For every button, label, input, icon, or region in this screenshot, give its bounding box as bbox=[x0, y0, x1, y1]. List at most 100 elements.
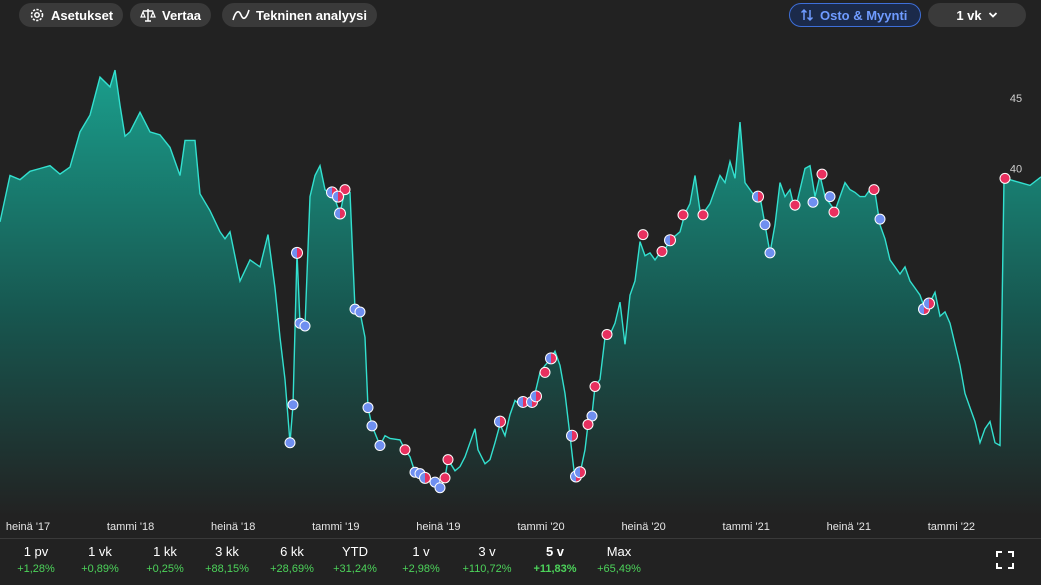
sell-marker[interactable] bbox=[339, 184, 351, 196]
sell-marker[interactable] bbox=[442, 454, 454, 466]
buy-marker[interactable] bbox=[354, 306, 366, 318]
buy-sell-marker[interactable] bbox=[332, 190, 344, 203]
buy-marker[interactable] bbox=[284, 437, 296, 449]
buy-marker[interactable] bbox=[824, 191, 836, 203]
buy-marker[interactable] bbox=[434, 482, 446, 494]
buy-sell-marker[interactable] bbox=[545, 352, 557, 365]
buy-marker[interactable] bbox=[764, 247, 776, 259]
period-option[interactable]: Max +65,49% bbox=[589, 544, 649, 578]
sell-marker[interactable] bbox=[999, 172, 1011, 184]
period-option[interactable]: YTD +31,24% bbox=[325, 544, 385, 578]
period-change: +11,83% bbox=[533, 563, 577, 575]
buy-sell-marker[interactable] bbox=[334, 207, 346, 220]
technical-analysis-label: Tekninen analyysi bbox=[256, 7, 368, 23]
sell-marker[interactable] bbox=[697, 209, 709, 221]
sell-marker[interactable] bbox=[677, 209, 689, 221]
trade-markers bbox=[284, 168, 1011, 494]
period-selector: 1 pv +1,28% 1 vk +0,89% 1 kk +0,25% 3 kk +88,15… bbox=[0, 540, 1041, 585]
buy-sell-marker[interactable] bbox=[923, 297, 935, 310]
period-label: 3 kk bbox=[215, 544, 239, 559]
buy-sell-marker[interactable] bbox=[530, 390, 542, 403]
x-tick-label: heinä '18 bbox=[211, 521, 255, 533]
buy-marker[interactable] bbox=[874, 213, 886, 225]
sell-marker[interactable] bbox=[582, 418, 594, 430]
buy-sell-marker[interactable] bbox=[517, 395, 529, 408]
period-option[interactable]: 6 kk +28,69% bbox=[262, 544, 322, 578]
buy-marker[interactable] bbox=[362, 402, 374, 414]
buy-sell-marker[interactable] bbox=[752, 190, 764, 203]
y-tick-label: 45 bbox=[1010, 93, 1022, 105]
period-label: YTD bbox=[342, 544, 368, 559]
chart-toolbar: Asetukset Vertaa Tekninen analyysi Osto … bbox=[0, 0, 1041, 32]
period-change: +28,69% bbox=[270, 563, 314, 575]
period-option[interactable]: 1 vk +0,89% bbox=[70, 544, 130, 578]
buy-sell-marker[interactable] bbox=[291, 246, 303, 259]
buy-sell-marker[interactable] bbox=[918, 303, 930, 316]
gear-icon bbox=[30, 8, 44, 22]
buy-marker[interactable] bbox=[759, 219, 771, 231]
sell-marker[interactable] bbox=[439, 472, 451, 484]
sell-marker[interactable] bbox=[789, 199, 801, 211]
period-label: 1 kk bbox=[153, 544, 177, 559]
period-change: +88,15% bbox=[205, 563, 249, 575]
buy-sell-button[interactable]: Osto & Myynti bbox=[789, 3, 921, 27]
compare-label: Vertaa bbox=[162, 7, 202, 23]
period-option[interactable]: 1 pv +1,28% bbox=[6, 544, 66, 578]
sell-marker[interactable] bbox=[601, 328, 613, 340]
period-change: +0,89% bbox=[81, 563, 119, 575]
settings-label: Asetukset bbox=[51, 7, 114, 23]
trend-line-icon bbox=[232, 9, 250, 21]
sell-marker[interactable] bbox=[816, 168, 828, 180]
x-tick-label: tammi '18 bbox=[107, 521, 154, 533]
x-tick-label: tammi '22 bbox=[928, 521, 975, 533]
buy-sell-marker[interactable] bbox=[664, 234, 676, 247]
period-label: 1 pv bbox=[23, 544, 49, 559]
period-option[interactable]: 1 v +2,98% bbox=[391, 544, 451, 578]
settings-button[interactable]: Asetukset bbox=[19, 3, 124, 27]
period-change: +31,24% bbox=[333, 563, 377, 575]
range-select[interactable]: 1 vk bbox=[928, 3, 1026, 27]
period-option[interactable]: 1 kk +0,25% bbox=[135, 544, 195, 578]
buy-sell-marker[interactable] bbox=[419, 471, 431, 484]
sell-marker[interactable] bbox=[828, 206, 840, 218]
sell-marker[interactable] bbox=[656, 245, 668, 257]
period-label: 3 v bbox=[478, 544, 496, 559]
up-down-arrows-icon bbox=[800, 8, 814, 22]
sell-marker[interactable] bbox=[868, 184, 880, 196]
period-label: 1 vk bbox=[88, 544, 112, 559]
period-change: +1,28% bbox=[17, 563, 55, 575]
x-axis: heinä '17 tammi '18 heinä '18 tammi '19 hein… bbox=[6, 521, 975, 533]
buy-marker[interactable] bbox=[374, 440, 386, 452]
x-tick-label: heinä '19 bbox=[416, 521, 460, 533]
period-label: 5 v bbox=[545, 544, 565, 559]
buy-marker[interactable] bbox=[287, 399, 299, 411]
buy-sell-marker[interactable] bbox=[566, 429, 578, 442]
sell-marker[interactable] bbox=[399, 444, 411, 456]
buy-sell-marker[interactable] bbox=[574, 466, 586, 479]
sell-marker[interactable] bbox=[589, 380, 601, 392]
buy-sell-marker[interactable] bbox=[494, 415, 506, 428]
period-option[interactable]: 3 kk +88,15% bbox=[197, 544, 257, 578]
x-tick-label: heinä '17 bbox=[6, 521, 50, 533]
buy-marker[interactable] bbox=[366, 420, 378, 432]
compare-button[interactable]: Vertaa bbox=[130, 3, 212, 27]
y-tick-label: 40 bbox=[1010, 164, 1022, 176]
sell-marker[interactable] bbox=[539, 366, 551, 378]
buy-marker[interactable] bbox=[807, 196, 819, 208]
period-option[interactable]: 5 v +11,83% bbox=[525, 544, 585, 578]
sell-marker[interactable] bbox=[637, 229, 649, 241]
period-change: +0,25% bbox=[146, 563, 184, 575]
buy-marker[interactable] bbox=[299, 320, 311, 332]
x-tick-label: tammi '19 bbox=[312, 521, 359, 533]
period-change: +2,98% bbox=[402, 563, 440, 575]
technical-analysis-button[interactable]: Tekninen analyysi bbox=[222, 3, 378, 27]
divider bbox=[0, 538, 1041, 539]
expand-icon[interactable] bbox=[995, 550, 1015, 570]
period-option[interactable]: 3 v +110,72% bbox=[457, 544, 517, 578]
x-tick-label: tammi '20 bbox=[517, 521, 564, 533]
x-tick-label: heinä '20 bbox=[621, 521, 665, 533]
period-label: 1 v bbox=[412, 544, 430, 559]
chevron-down-icon bbox=[988, 12, 997, 18]
